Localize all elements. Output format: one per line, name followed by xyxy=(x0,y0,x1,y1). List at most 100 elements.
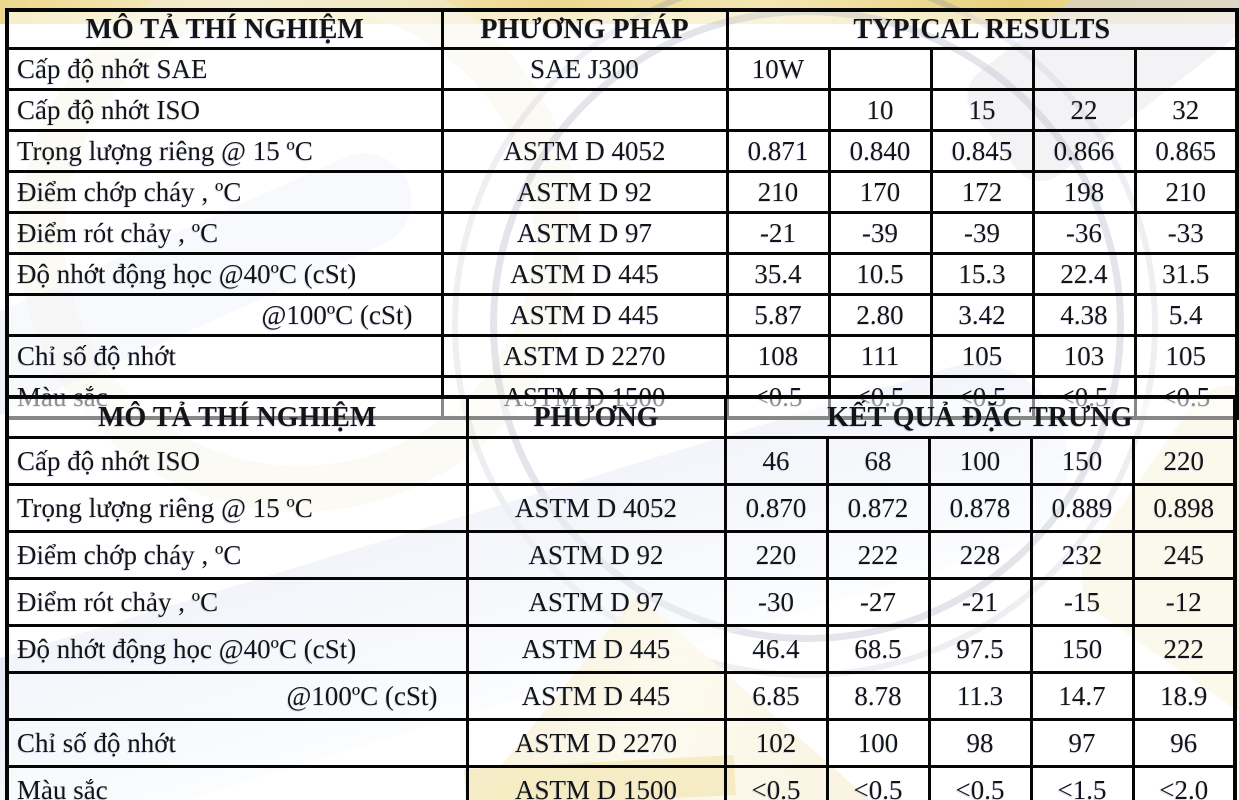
test-description-cell: Cấp độ nhớt ISO xyxy=(5,436,469,486)
table-row: Điểm rót chảy , ºC ASTM D 97 -30 -27 -21 -15-… xyxy=(5,577,1237,627)
test-description-cell: Điểm chớp cháy , ºC xyxy=(5,170,444,214)
result-value-cell: 15.3 xyxy=(929,252,1035,296)
result-value-cell: 5.87 xyxy=(725,293,831,337)
result-value-cell: 22.4 xyxy=(1031,252,1137,296)
column-header: KẾT QUẢ ĐẶC TRƯNG xyxy=(723,395,1237,439)
result-value-cell: -27 xyxy=(825,577,931,627)
column-header: MÔ TẢ THÍ NGHIỆM xyxy=(5,8,444,50)
result-value-cell: 5.4 xyxy=(1133,293,1239,337)
column-header: PHƯƠNG xyxy=(465,395,727,439)
result-value-cell: 0.889 xyxy=(1029,483,1135,533)
result-value-cell: 22 xyxy=(1031,88,1137,132)
table-row: @100ºC (cSt) ASTM D 445 6.85 8.78 11.3 14.7 18… xyxy=(5,671,1237,721)
method-cell xyxy=(465,436,727,486)
test-description-cell: Độ nhớt động học @40ºC (cSt) xyxy=(5,252,444,296)
table-row: Chỉ số độ nhớt ASTM D 2270 102 100 98 97 96 xyxy=(5,718,1237,768)
table-row: Độ nhớt động học @40ºC (cSt) ASTM D 445 35… xyxy=(5,252,1239,296)
result-value-cell: 103 xyxy=(1031,334,1137,378)
result-value-cell: 31.5 xyxy=(1133,252,1239,296)
method-cell: ASTM D 92 xyxy=(465,530,727,580)
result-value-cell: 232 xyxy=(1029,530,1135,580)
test-description-cell: Điểm rót chảy , ºC xyxy=(5,577,469,627)
result-value-cell: 0.878 xyxy=(927,483,1033,533)
result-value-cell: 0.865 xyxy=(1133,129,1239,173)
test-description-cell: @100ºC (cSt) xyxy=(5,671,469,721)
result-value-cell: <0.5 xyxy=(927,765,1033,800)
result-value-cell: 10W xyxy=(725,47,831,91)
test-description-cell: @100ºC (cSt) xyxy=(5,293,444,337)
result-value-cell: <0.5 xyxy=(723,765,829,800)
result-value-cell: 96 xyxy=(1131,718,1237,768)
result-value-cell: -39 xyxy=(929,211,1035,255)
table-row: Cấp độ nhớt ISO 10 15 22 32 xyxy=(5,88,1239,132)
test-description-cell: Chỉ số độ nhớt xyxy=(5,334,444,378)
method-cell: ASTM D 97 xyxy=(440,211,729,255)
table-row: Điểm rót chảy , ºC ASTM D 97 -21 -39 -39 -36-… xyxy=(5,211,1239,255)
result-value-cell: 111 xyxy=(827,334,933,378)
result-value-cell: 105 xyxy=(1133,334,1239,378)
result-value-cell: 32 xyxy=(1133,88,1239,132)
result-value-cell: 0.872 xyxy=(825,483,931,533)
test-description-cell: Cấp độ nhớt ISO xyxy=(5,88,444,132)
result-value-cell: 2.80 xyxy=(827,293,933,337)
method-cell: ASTM D 2270 xyxy=(440,334,729,378)
result-value-cell: 172 xyxy=(929,170,1035,214)
result-value-cell: 97.5 xyxy=(927,624,1033,674)
table-row: Cấp độ nhớt SAE SAE J300 10W xyxy=(5,47,1239,91)
result-value-cell: 0.866 xyxy=(1031,129,1137,173)
result-value-cell: 15 xyxy=(929,88,1035,132)
method-cell xyxy=(440,88,729,132)
result-value-cell: 0.898 xyxy=(1131,483,1237,533)
column-header: TYPICAL RESULTS xyxy=(725,8,1239,50)
method-cell: ASTM D 2270 xyxy=(465,718,727,768)
test-description-cell: Cấp độ nhớt SAE xyxy=(5,47,444,91)
result-value-cell: <0.5 xyxy=(825,765,931,800)
result-value-cell: 11.3 xyxy=(927,671,1033,721)
result-value-cell: 210 xyxy=(725,170,831,214)
result-value-cell: 46 xyxy=(723,436,829,486)
result-value-cell xyxy=(1031,47,1137,91)
result-value-cell: -30 xyxy=(723,577,829,627)
result-value-cell: 0.840 xyxy=(827,129,933,173)
result-value-cell: -21 xyxy=(927,577,1033,627)
result-value-cell: 97 xyxy=(1029,718,1135,768)
test-description-cell: Độ nhớt động học @40ºC (cSt) xyxy=(5,624,469,674)
result-value-cell: 220 xyxy=(723,530,829,580)
result-value-cell: 210 xyxy=(1133,170,1239,214)
result-value-cell: <1.5 xyxy=(1029,765,1135,800)
method-cell: ASTM D 1500 xyxy=(465,765,727,800)
table-row: Màu sắc ASTM D 1500 <0.5 <0.5 <0.5 <1.5 <2.0 xyxy=(5,765,1237,800)
result-value-cell: 68.5 xyxy=(825,624,931,674)
table-row: Trọng lượng riêng @ 15 ºC ASTM D 4052 0.87… xyxy=(5,129,1239,173)
result-value-cell: 198 xyxy=(1031,170,1137,214)
table-row: @100ºC (cSt) ASTM D 445 5.87 2.80 3.42 4.38 5.… xyxy=(5,293,1239,337)
table-row: Cấp độ nhớt ISO 46 68 100 150 220 xyxy=(5,436,1237,486)
method-cell: ASTM D 4052 xyxy=(465,483,727,533)
result-value-cell: -12 xyxy=(1131,577,1237,627)
result-value-cell: 222 xyxy=(1131,624,1237,674)
result-value-cell: -15 xyxy=(1029,577,1135,627)
result-value-cell: 6.85 xyxy=(723,671,829,721)
result-value-cell: -33 xyxy=(1133,211,1239,255)
result-value-cell: 4.38 xyxy=(1031,293,1137,337)
method-cell: SAE J300 xyxy=(440,47,729,91)
result-value-cell: 150 xyxy=(1029,436,1135,486)
result-value-cell: <2.0 xyxy=(1131,765,1237,800)
method-cell: ASTM D 445 xyxy=(440,293,729,337)
result-value-cell: 150 xyxy=(1029,624,1135,674)
method-cell: ASTM D 92 xyxy=(440,170,729,214)
table-row: Trọng lượng riêng @ 15 ºC ASTM D 4052 0.87… xyxy=(5,483,1237,533)
result-value-cell: 14.7 xyxy=(1029,671,1135,721)
result-value-cell: -21 xyxy=(725,211,831,255)
table-row: Chỉ số độ nhớt ASTM D 2270 108 111 105 103 105 xyxy=(5,334,1239,378)
result-value-cell: -36 xyxy=(1031,211,1137,255)
result-value-cell: 98 xyxy=(927,718,1033,768)
result-value-cell xyxy=(929,47,1035,91)
test-description-cell: Điểm rót chảy , ºC xyxy=(5,211,444,255)
result-value-cell: 100 xyxy=(927,436,1033,486)
ket-qua-dac-trung-table: MÔ TẢ THÍ NGHIỆM PHƯƠNG KẾT QUẢ ĐẶC TRƯNG C… xyxy=(5,395,1238,800)
result-value-cell: 228 xyxy=(927,530,1033,580)
result-value-cell xyxy=(1133,47,1239,91)
table-row: Điểm chớp cháy , ºC ASTM D 92 220 222 228 232… xyxy=(5,530,1237,580)
